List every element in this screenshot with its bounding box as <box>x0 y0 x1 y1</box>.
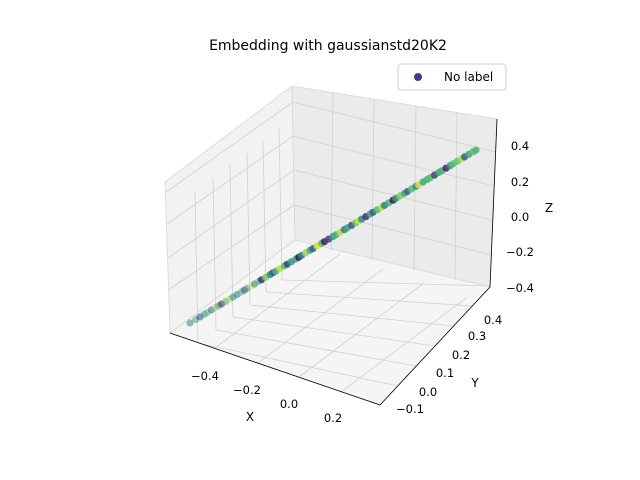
scatter-points <box>186 146 480 327</box>
scatter-point <box>472 146 480 154</box>
grid-line <box>197 342 399 387</box>
grid-line <box>257 268 384 364</box>
y-axis-line <box>379 286 491 406</box>
z-tick-label: −0.4 <box>506 281 534 295</box>
grid-line <box>215 329 417 367</box>
scatter-point <box>186 319 194 327</box>
grid-line <box>166 135 294 225</box>
x-axis-line <box>169 332 381 406</box>
grid-line <box>262 139 267 293</box>
grid-line <box>165 101 294 193</box>
grid-line <box>214 253 341 349</box>
grid-line <box>454 111 458 281</box>
z-tick-label: 0.0 <box>511 210 529 224</box>
grid-line <box>292 101 497 153</box>
y-tick-label: −0.1 <box>396 402 424 416</box>
grid-line <box>330 91 334 251</box>
grid-line <box>371 98 375 261</box>
x-tick-label: 0.2 <box>324 411 342 425</box>
grid-line <box>265 291 473 307</box>
grid-line <box>340 297 467 393</box>
axis-lines <box>169 118 498 406</box>
grid-line <box>249 304 454 327</box>
chart-title: Embedding with gaussianstd20K2 <box>209 38 447 54</box>
y-tick-label: 0.1 <box>436 366 454 380</box>
legend-marker <box>414 73 422 81</box>
grid-line <box>293 169 493 221</box>
grid-line <box>293 204 492 256</box>
tick-labels: −0.4 −0.2 0.0 0.2 −0.1 0.0 0.1 0.2 0.3 0.4 −0.4 −0.… <box>191 139 534 425</box>
x-tick-label: 0.0 <box>280 397 298 411</box>
legend: No label <box>397 63 507 91</box>
x-tick-label: −0.4 <box>191 369 219 383</box>
grid-line <box>167 169 295 259</box>
grid-line <box>167 204 295 291</box>
legend-label: No label <box>444 70 493 84</box>
z-axis-line <box>489 118 498 288</box>
z-axis-label: Z <box>545 201 553 215</box>
y-tick-label: 0.2 <box>452 348 470 362</box>
grid-line <box>232 316 436 347</box>
legend-box <box>397 63 507 91</box>
grid-line <box>281 279 491 287</box>
z-tick-label: 0.2 <box>511 175 529 189</box>
grid-line <box>229 164 234 318</box>
y-tick-label: 0.3 <box>468 329 486 343</box>
grid-line <box>246 152 251 306</box>
grid-line <box>298 282 425 378</box>
y-tick-label: 0.4 <box>484 313 502 327</box>
y-tick-label: 0.0 <box>419 385 437 399</box>
z-tick-label: −0.2 <box>506 245 534 259</box>
grid-line <box>292 135 495 187</box>
axis-panes <box>164 85 498 406</box>
x-tick-label: −0.2 <box>233 383 261 397</box>
grid-line <box>278 127 283 281</box>
y-axis-label: Y <box>470 376 479 390</box>
z-tick-label: 0.4 <box>511 139 529 153</box>
x-axis-label: X <box>246 410 254 424</box>
grid-lines <box>165 91 497 393</box>
